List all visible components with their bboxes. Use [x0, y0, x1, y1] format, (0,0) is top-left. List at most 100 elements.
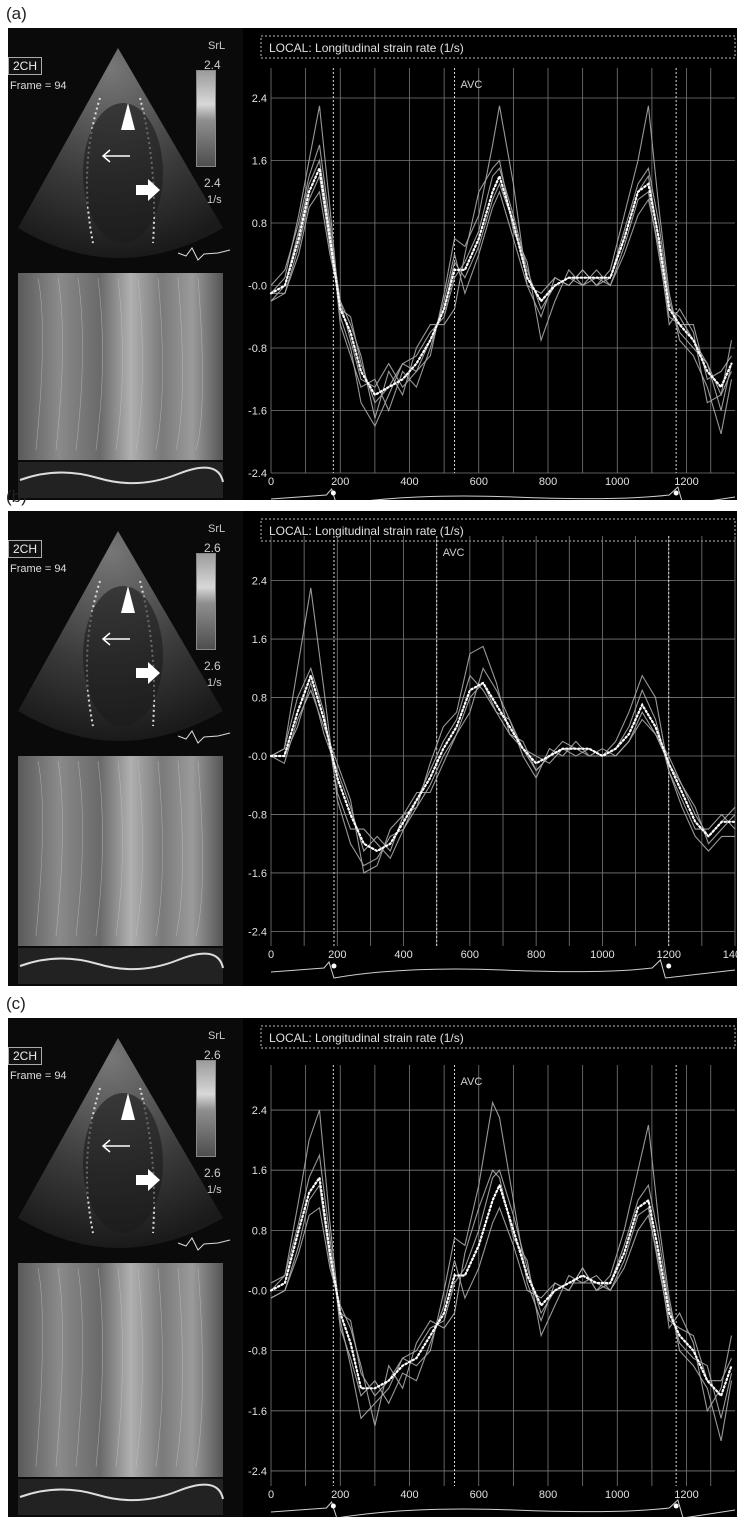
x-tick-label: 600	[461, 949, 479, 961]
thick-arrow-marker	[136, 1169, 160, 1191]
y-tick-label: -2.4	[248, 926, 267, 938]
segment-trace	[270, 587, 735, 867]
thin-arrow-marker	[101, 149, 130, 163]
x-tick-label: 1000	[590, 949, 614, 961]
x-tick-label: 800	[539, 1489, 557, 1501]
thin-arrow-marker	[101, 1139, 130, 1153]
echo-image-graphic	[18, 531, 231, 984]
y-tick-label: 2.4	[252, 93, 267, 105]
y-tick-label: -0.8	[248, 1346, 267, 1358]
colorbar	[196, 553, 216, 650]
y-tick-label: -0.8	[248, 343, 267, 355]
ecg-marker-dot	[330, 490, 336, 496]
y-tick-label: 1.6	[252, 1165, 267, 1177]
chart-title-box	[260, 518, 736, 542]
y-tick-label: 0.8	[252, 1225, 267, 1237]
ecg-marker-dot	[330, 1503, 336, 1509]
bottom-image-strip	[18, 948, 223, 984]
segment-trace	[270, 105, 733, 435]
mean-trace	[269, 164, 733, 397]
segment-trace	[270, 666, 736, 860]
chart-title: LOCAL: Longitudinal strain rate (1/s)	[269, 41, 464, 55]
echo-image-pane: 2CH Frame = 94 SrL 2.6 2.6 1/s	[8, 1018, 243, 1517]
segment-trace	[270, 1169, 732, 1397]
view-label: 2CH	[8, 540, 42, 558]
strain-rate-chart: LOCAL: Longitudinal strain rate (1/s) 2.4…	[243, 511, 737, 986]
figure-panel: 2CH Frame = 94 SrL 2.6 2.6 1/s LOCAL: Longitud…	[8, 1018, 737, 1517]
x-tick-label: 600	[470, 476, 488, 488]
y-tick-label: -2.4	[248, 468, 267, 480]
segment-trace	[270, 144, 733, 412]
mean-trace	[269, 672, 737, 853]
x-tick-label: 1200	[674, 476, 698, 488]
arrowhead-marker	[121, 586, 135, 613]
segment-trace	[271, 167, 732, 404]
y-tick-label: -0.8	[248, 809, 267, 821]
x-tick-label: 1000	[605, 476, 629, 488]
colorbar-min-label: 2.4	[204, 176, 221, 190]
thick-arrow-marker	[136, 179, 160, 201]
y-tick-label: 0.8	[252, 693, 267, 705]
chart-title-box	[260, 1025, 736, 1049]
colorbar-max-label: 2.4	[204, 58, 221, 72]
x-tick-label: 1400	[723, 949, 737, 961]
y-tick-label: 1.6	[252, 634, 267, 646]
y-tick-label: -1.6	[248, 868, 267, 880]
x-tick-label: 800	[527, 949, 545, 961]
x-tick-label: 200	[331, 476, 349, 488]
panel-label: (c)	[6, 994, 26, 1013]
chart-svg: LOCAL: Longitudinal strain rate (1/s) 2.4…	[248, 518, 737, 979]
panel-label: (a)	[6, 4, 27, 23]
panel-label: (b)	[6, 487, 27, 506]
thin-arrow-marker	[101, 632, 130, 646]
x-tick-label: 0	[268, 949, 274, 961]
y-tick-label: -0.0	[248, 1286, 267, 1298]
chart-title-box	[260, 35, 736, 59]
ecg-marker-dot	[673, 490, 679, 496]
x-tick-label: 1200	[674, 1489, 698, 1501]
strain-rate-chart: LOCAL: Longitudinal strain rate (1/s) 2.4…	[243, 28, 737, 500]
annotation-avc: AVC	[461, 1076, 483, 1088]
view-label: 2CH	[8, 57, 42, 75]
ecg-trace	[270, 959, 736, 979]
x-tick-label: 0	[268, 476, 274, 488]
colorbar-name: SrL	[208, 40, 226, 52]
x-tick-label: 400	[400, 1489, 418, 1501]
ecg-marker-dot	[331, 963, 337, 969]
bottom-image-strip	[18, 1479, 223, 1515]
colorbar-unit: 1/s	[207, 1184, 222, 1196]
echo-image-pane: 2CH Frame = 94 SrL 2.6 2.6 1/s	[8, 511, 243, 986]
x-tick-label: 800	[539, 476, 557, 488]
x-tick-label: 400	[400, 476, 418, 488]
frame-label: Frame = 94	[10, 80, 67, 92]
colorbar-name: SrL	[208, 523, 226, 535]
segment-trace	[270, 1153, 733, 1419]
x-tick-label: 200	[328, 949, 346, 961]
y-tick-label: 2.4	[252, 1105, 267, 1117]
x-tick-label: 1000	[605, 1489, 629, 1501]
chart-title: LOCAL: Longitudinal strain rate (1/s)	[269, 1031, 464, 1045]
colorbar-min-label: 2.6	[204, 1166, 221, 1180]
strain-rate-chart: LOCAL: Longitudinal strain rate (1/s) 2.4…	[243, 1018, 737, 1517]
y-tick-label: 1.6	[252, 156, 267, 168]
x-tick-label: 1200	[656, 949, 680, 961]
colorbar-min-label: 2.6	[204, 659, 221, 673]
y-tick-label: 0.8	[252, 218, 267, 230]
colorbar-max-label: 2.6	[204, 541, 221, 555]
colorbar	[196, 1060, 216, 1157]
bottom-image-strip	[18, 462, 223, 498]
arrowhead-marker	[121, 103, 135, 130]
chart-title: LOCAL: Longitudinal strain rate (1/s)	[269, 524, 464, 538]
x-tick-label: 200	[331, 1489, 349, 1501]
x-tick-label: 0	[268, 1489, 274, 1501]
y-tick-label: 2.4	[252, 576, 267, 588]
y-tick-label: -0.0	[248, 281, 267, 293]
chart-svg: LOCAL: Longitudinal strain rate (1/s) 2.4…	[248, 1025, 736, 1517]
annotation-avc: AVC	[461, 79, 483, 91]
view-label: 2CH	[8, 1047, 42, 1065]
ecg-marker-dot	[666, 963, 672, 969]
ecg-trace	[270, 1499, 736, 1517]
colorbar-unit: 1/s	[207, 194, 222, 206]
figure-panel: 2CH Frame = 94 SrL 2.4 2.4 1/s LOCAL: Longitud…	[8, 28, 737, 500]
frame-label: Frame = 94	[10, 563, 67, 575]
